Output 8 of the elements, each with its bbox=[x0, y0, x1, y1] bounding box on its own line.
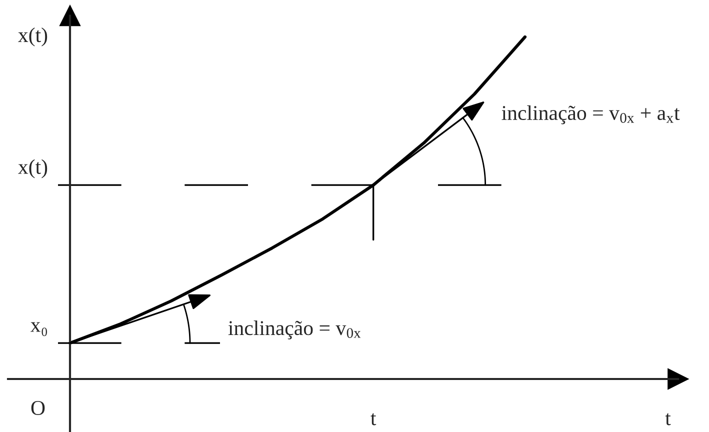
text: t bbox=[370, 413, 376, 426]
text: O bbox=[31, 400, 45, 415]
annotation: inclinação = v$_{0x}$ + a$_{x}$t bbox=[502, 105, 680, 124]
ref-line-label: x(t) bbox=[18, 159, 48, 178]
text: t bbox=[665, 413, 671, 426]
annotation: inclinação = v$_{0x}$ bbox=[228, 320, 361, 340]
ref-line-label: x₀ bbox=[30, 322, 48, 336]
y-axis-title: x(t) bbox=[18, 27, 48, 46]
